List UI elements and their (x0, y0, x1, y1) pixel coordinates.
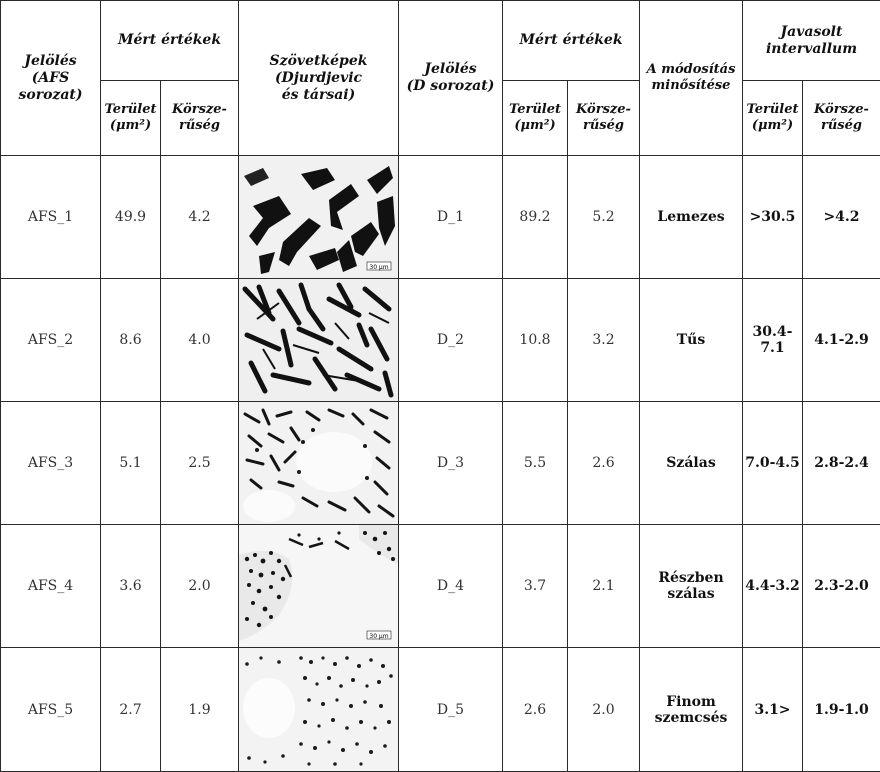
modification-quality: Szálas (640, 402, 743, 525)
d-circularity: 2.6 (568, 402, 640, 525)
micrograph-acicular-icon (239, 279, 399, 402)
afs-circularity: 1.9 (161, 648, 239, 772)
afs-label: AFS_1 (1, 156, 101, 279)
table-row: AFS_1 49.9 4.2 30 μm D_1 89.2 5 (1, 156, 880, 279)
header-korszeruseg-interval: Körsze- rűség (803, 81, 880, 156)
table-row: AFS_3 5.1 2.5 (1, 402, 880, 525)
d-area: 10.8 (503, 279, 568, 402)
afs-area: 5.1 (101, 402, 161, 525)
d-area: 2.6 (503, 648, 568, 772)
modification-quality: Finom szemcsés (640, 648, 743, 772)
micrograph-fine-grained-svg (239, 648, 399, 771)
header-modositas-minositese: A módosítás minősítése (640, 1, 743, 156)
modification-quality: Tűs (640, 279, 743, 402)
scale-bar-label: 30 μm (369, 633, 388, 640)
header-mert-ertekek-d: Mért értékek (503, 1, 640, 81)
afs-circularity: 2.0 (161, 525, 239, 648)
d-circularity: 2.1 (568, 525, 640, 648)
header-jeloles-d: Jelölés (D sorozat) (399, 1, 503, 156)
micrograph-partly-fibrous-svg: 30 μm (239, 525, 399, 647)
header-korszeruseg-d: Körsze- rűség (568, 81, 640, 156)
interval-circularity: >4.2 (803, 156, 880, 279)
micrograph-fibrous-svg (239, 402, 399, 524)
micrograph-lamellar-svg: 30 μm (239, 156, 399, 278)
afs-label: AFS_5 (1, 648, 101, 772)
afs-label: AFS_2 (1, 279, 101, 402)
header-mert-ertekek-afs: Mért értékek (101, 1, 239, 81)
header-szovetkepek: Szövetképek (Djurdjevic és társai) (239, 1, 399, 156)
d-label: D_3 (399, 402, 503, 525)
afs-label: AFS_4 (1, 525, 101, 648)
interval-circularity: 2.3-2.0 (803, 525, 880, 648)
afs-circularity: 4.2 (161, 156, 239, 279)
modification-quality: Részben szálas (640, 525, 743, 648)
d-circularity: 2.0 (568, 648, 640, 772)
micrograph-lamellar-icon: 30 μm (239, 156, 399, 279)
d-area: 5.5 (503, 402, 568, 525)
afs-label: AFS_3 (1, 402, 101, 525)
header-terulet-afs: Terület (μm²) (101, 81, 161, 156)
scale-bar-label: 30 μm (369, 264, 388, 271)
header-jeloles-afs: Jelölés (AFS sorozat) (1, 1, 101, 156)
table-row: AFS_4 3.6 2.0 (1, 525, 880, 648)
interval-circularity: 4.1-2.9 (803, 279, 880, 402)
micrograph-fibrous-icon (239, 402, 399, 525)
afs-area: 3.6 (101, 525, 161, 648)
d-label: D_5 (399, 648, 503, 772)
d-circularity: 3.2 (568, 279, 640, 402)
afs-area: 8.6 (101, 279, 161, 402)
afs-circularity: 2.5 (161, 402, 239, 525)
interval-circularity: 1.9-1.0 (803, 648, 880, 772)
header-korszeruseg-afs: Körsze- rűség (161, 81, 239, 156)
table-row: AFS_2 8.6 4.0 (1, 279, 880, 402)
interval-area: 3.1> (743, 648, 803, 772)
d-label: D_4 (399, 525, 503, 648)
d-circularity: 5.2 (568, 156, 640, 279)
d-area: 3.7 (503, 525, 568, 648)
afs-circularity: 4.0 (161, 279, 239, 402)
interval-area: 4.4-3.2 (743, 525, 803, 648)
micrograph-fine-grained-icon (239, 648, 399, 772)
afs-area: 49.9 (101, 156, 161, 279)
micrograph-partly-fibrous-icon: 30 μm (239, 525, 399, 648)
table-row: AFS_5 2.7 1.9 (1, 648, 880, 772)
interval-area: 7.0-4.5 (743, 402, 803, 525)
d-area: 89.2 (503, 156, 568, 279)
micrograph-acicular-svg (239, 279, 399, 401)
interval-area: >30.5 (743, 156, 803, 279)
interval-circularity: 2.8-2.4 (803, 402, 880, 525)
modification-quality: Lemezes (640, 156, 743, 279)
d-label: D_1 (399, 156, 503, 279)
header-terulet-interval: Terület (μm²) (743, 81, 803, 156)
afs-area: 2.7 (101, 648, 161, 772)
header-javasolt-intervallum: Javasolt intervallum (743, 1, 880, 81)
d-label: D_2 (399, 279, 503, 402)
header-terulet-d: Terület (μm²) (503, 81, 568, 156)
interval-area: 30.4- 7.1 (743, 279, 803, 402)
